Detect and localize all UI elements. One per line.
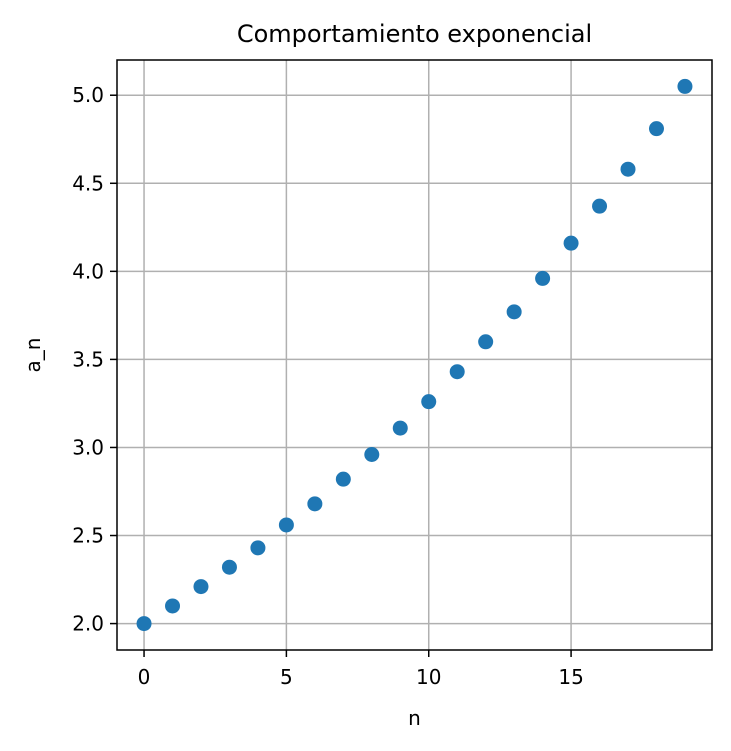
y-tick-label: 2.0: [72, 612, 104, 636]
data-point: [677, 78, 693, 94]
chart-title: Comportamiento exponencial: [237, 20, 592, 48]
data-point: [620, 161, 636, 177]
axes-background: [117, 60, 712, 650]
x-tick-label: 0: [138, 665, 151, 689]
data-point: [392, 420, 408, 436]
data-point: [535, 270, 551, 286]
data-point: [592, 198, 608, 214]
data-point: [335, 471, 351, 487]
grid-lines: [117, 60, 712, 650]
x-tick-label: 5: [280, 665, 293, 689]
data-point: [250, 540, 266, 556]
x-tick-label: 15: [558, 665, 583, 689]
y-axis: 2.0 2.5 3.0 3.5 4.0 4.5 5.0: [72, 83, 117, 636]
data-point: [165, 598, 181, 614]
x-axis-label: n: [408, 706, 421, 730]
y-tick-label: 4.5: [72, 171, 104, 195]
data-point: [307, 496, 323, 512]
plot-area: [116, 59, 713, 651]
y-tick-label: 2.5: [72, 524, 104, 548]
data-point: [278, 517, 294, 533]
y-tick-label: 4.0: [72, 259, 104, 283]
data-point: [364, 447, 380, 463]
data-point: [563, 235, 579, 251]
data-point: [449, 364, 465, 380]
data-point: [648, 121, 664, 137]
y-tick-label: 5.0: [72, 83, 104, 107]
data-point: [506, 304, 522, 320]
data-points: [136, 78, 693, 632]
y-tick-label: 3.5: [72, 347, 104, 371]
y-tick-label: 3.0: [72, 435, 104, 459]
x-axis: 0 5 10 15: [138, 650, 584, 689]
x-tick-label: 10: [416, 665, 441, 689]
data-point: [136, 616, 152, 632]
data-point: [193, 579, 209, 595]
data-point: [478, 334, 494, 350]
data-point: [421, 394, 437, 410]
y-axis-label: a_n: [21, 338, 45, 373]
data-point: [221, 559, 237, 575]
axes-frame: [116, 59, 713, 651]
